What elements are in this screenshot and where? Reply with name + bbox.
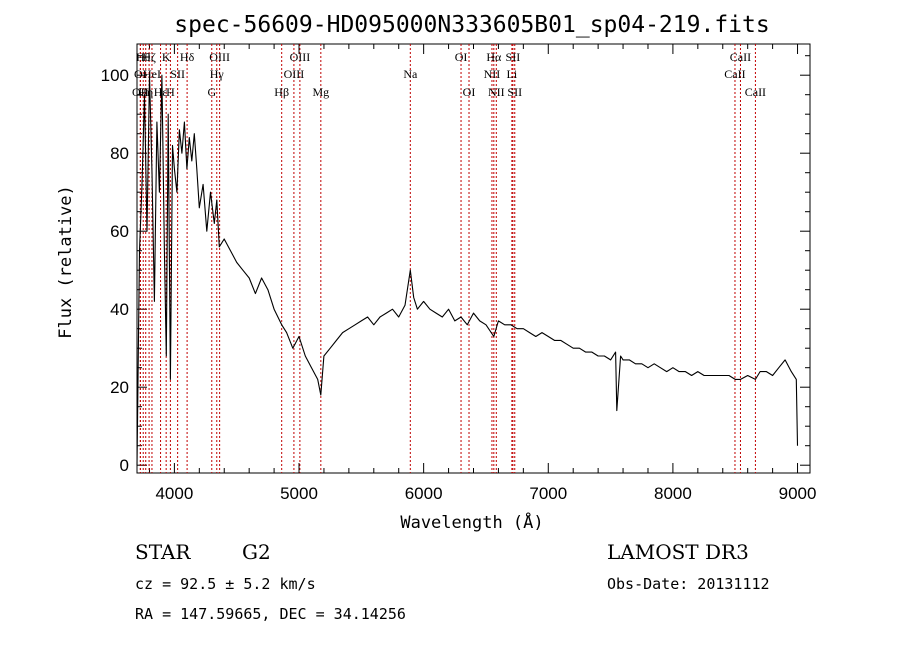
plot-frame <box>136 43 811 474</box>
x-axis-label: Wavelength (Å) <box>400 511 543 533</box>
reference-line-label: Mg <box>312 85 329 99</box>
reference-line-label: CaII <box>745 85 766 99</box>
reference-line-label: Hβ <box>274 85 289 99</box>
reference-line-label: SII <box>170 67 185 81</box>
x-tick-label: 6000 <box>405 484 443 503</box>
object-class: STAR <box>135 540 191 564</box>
redshift-readout: cz = 92.5 ± 5.2 km/s <box>135 575 316 593</box>
reference-line-label: OI <box>134 67 147 81</box>
y-tick-label: 100 <box>101 66 129 85</box>
reference-line-label: G <box>207 85 216 99</box>
reference-line-label: SII <box>506 50 521 64</box>
reference-line-label: Hθ <box>136 50 151 64</box>
x-tick-label: 8000 <box>654 484 692 503</box>
reference-line-label: NII <box>484 67 501 81</box>
reference-line-label: OIII <box>290 50 311 64</box>
x-tick-label: 7000 <box>529 484 567 503</box>
reference-line-label: Li <box>507 67 518 81</box>
reference-line-label: OI <box>463 85 476 99</box>
y-tick-label: 20 <box>110 378 129 397</box>
object-subclass: G2 <box>242 540 271 564</box>
y-tick-label: 60 <box>110 222 129 241</box>
reference-line-label: CaII <box>724 67 745 81</box>
observation-date: Obs-Date: 20131112 <box>607 575 770 593</box>
reference-line-label: Na <box>403 67 418 81</box>
spectrum-line <box>136 74 799 466</box>
reference-line-label: NII <box>488 85 505 99</box>
reference-line-label: CaII <box>730 50 751 64</box>
reference-line-label: Hη <box>138 85 153 99</box>
reference-line-label: Hα <box>486 50 502 64</box>
reference-line-label: OI <box>455 50 468 64</box>
coordinates-readout: RA = 147.59665, DEC = 34.14256 <box>135 605 406 623</box>
y-tick-label: 40 <box>110 300 129 319</box>
reference-line-label: H <box>166 85 175 99</box>
reference-line-label: SII <box>507 85 522 99</box>
reference-line-label: OIII <box>284 67 305 81</box>
reference-line-label: HeI <box>143 67 161 81</box>
x-tick-label: 9000 <box>779 484 817 503</box>
reference-line-label: Hε <box>154 85 168 99</box>
reference-line-label: OIII <box>209 50 230 64</box>
reference-line-labels: OIIOIHθHηHζHeIHεKHSIIHδGHγOIIIHβOIIIOIII… <box>132 50 766 99</box>
survey-name: LAMOST DR3 <box>607 540 749 564</box>
y-tick-label: 80 <box>110 144 129 163</box>
chart-title: spec-56609-HD095000N333605B01_sp04-219.f… <box>174 12 769 38</box>
reference-line-label: K <box>162 50 171 64</box>
reference-line-label: Hγ <box>210 67 225 81</box>
x-tick-label: 5000 <box>280 484 318 503</box>
reference-line-label: Hζ <box>142 50 156 64</box>
x-tick-label: 4000 <box>155 484 193 503</box>
axis-ticks: 4000 5000 6000 7000 8000 9000 0 20 40 60 80 100 <box>101 44 817 503</box>
reference-line-label: Hδ <box>180 50 195 64</box>
y-tick-label: 0 <box>120 456 129 475</box>
reference-lines <box>139 44 756 473</box>
y-axis-label: Flux (relative) <box>56 185 76 339</box>
